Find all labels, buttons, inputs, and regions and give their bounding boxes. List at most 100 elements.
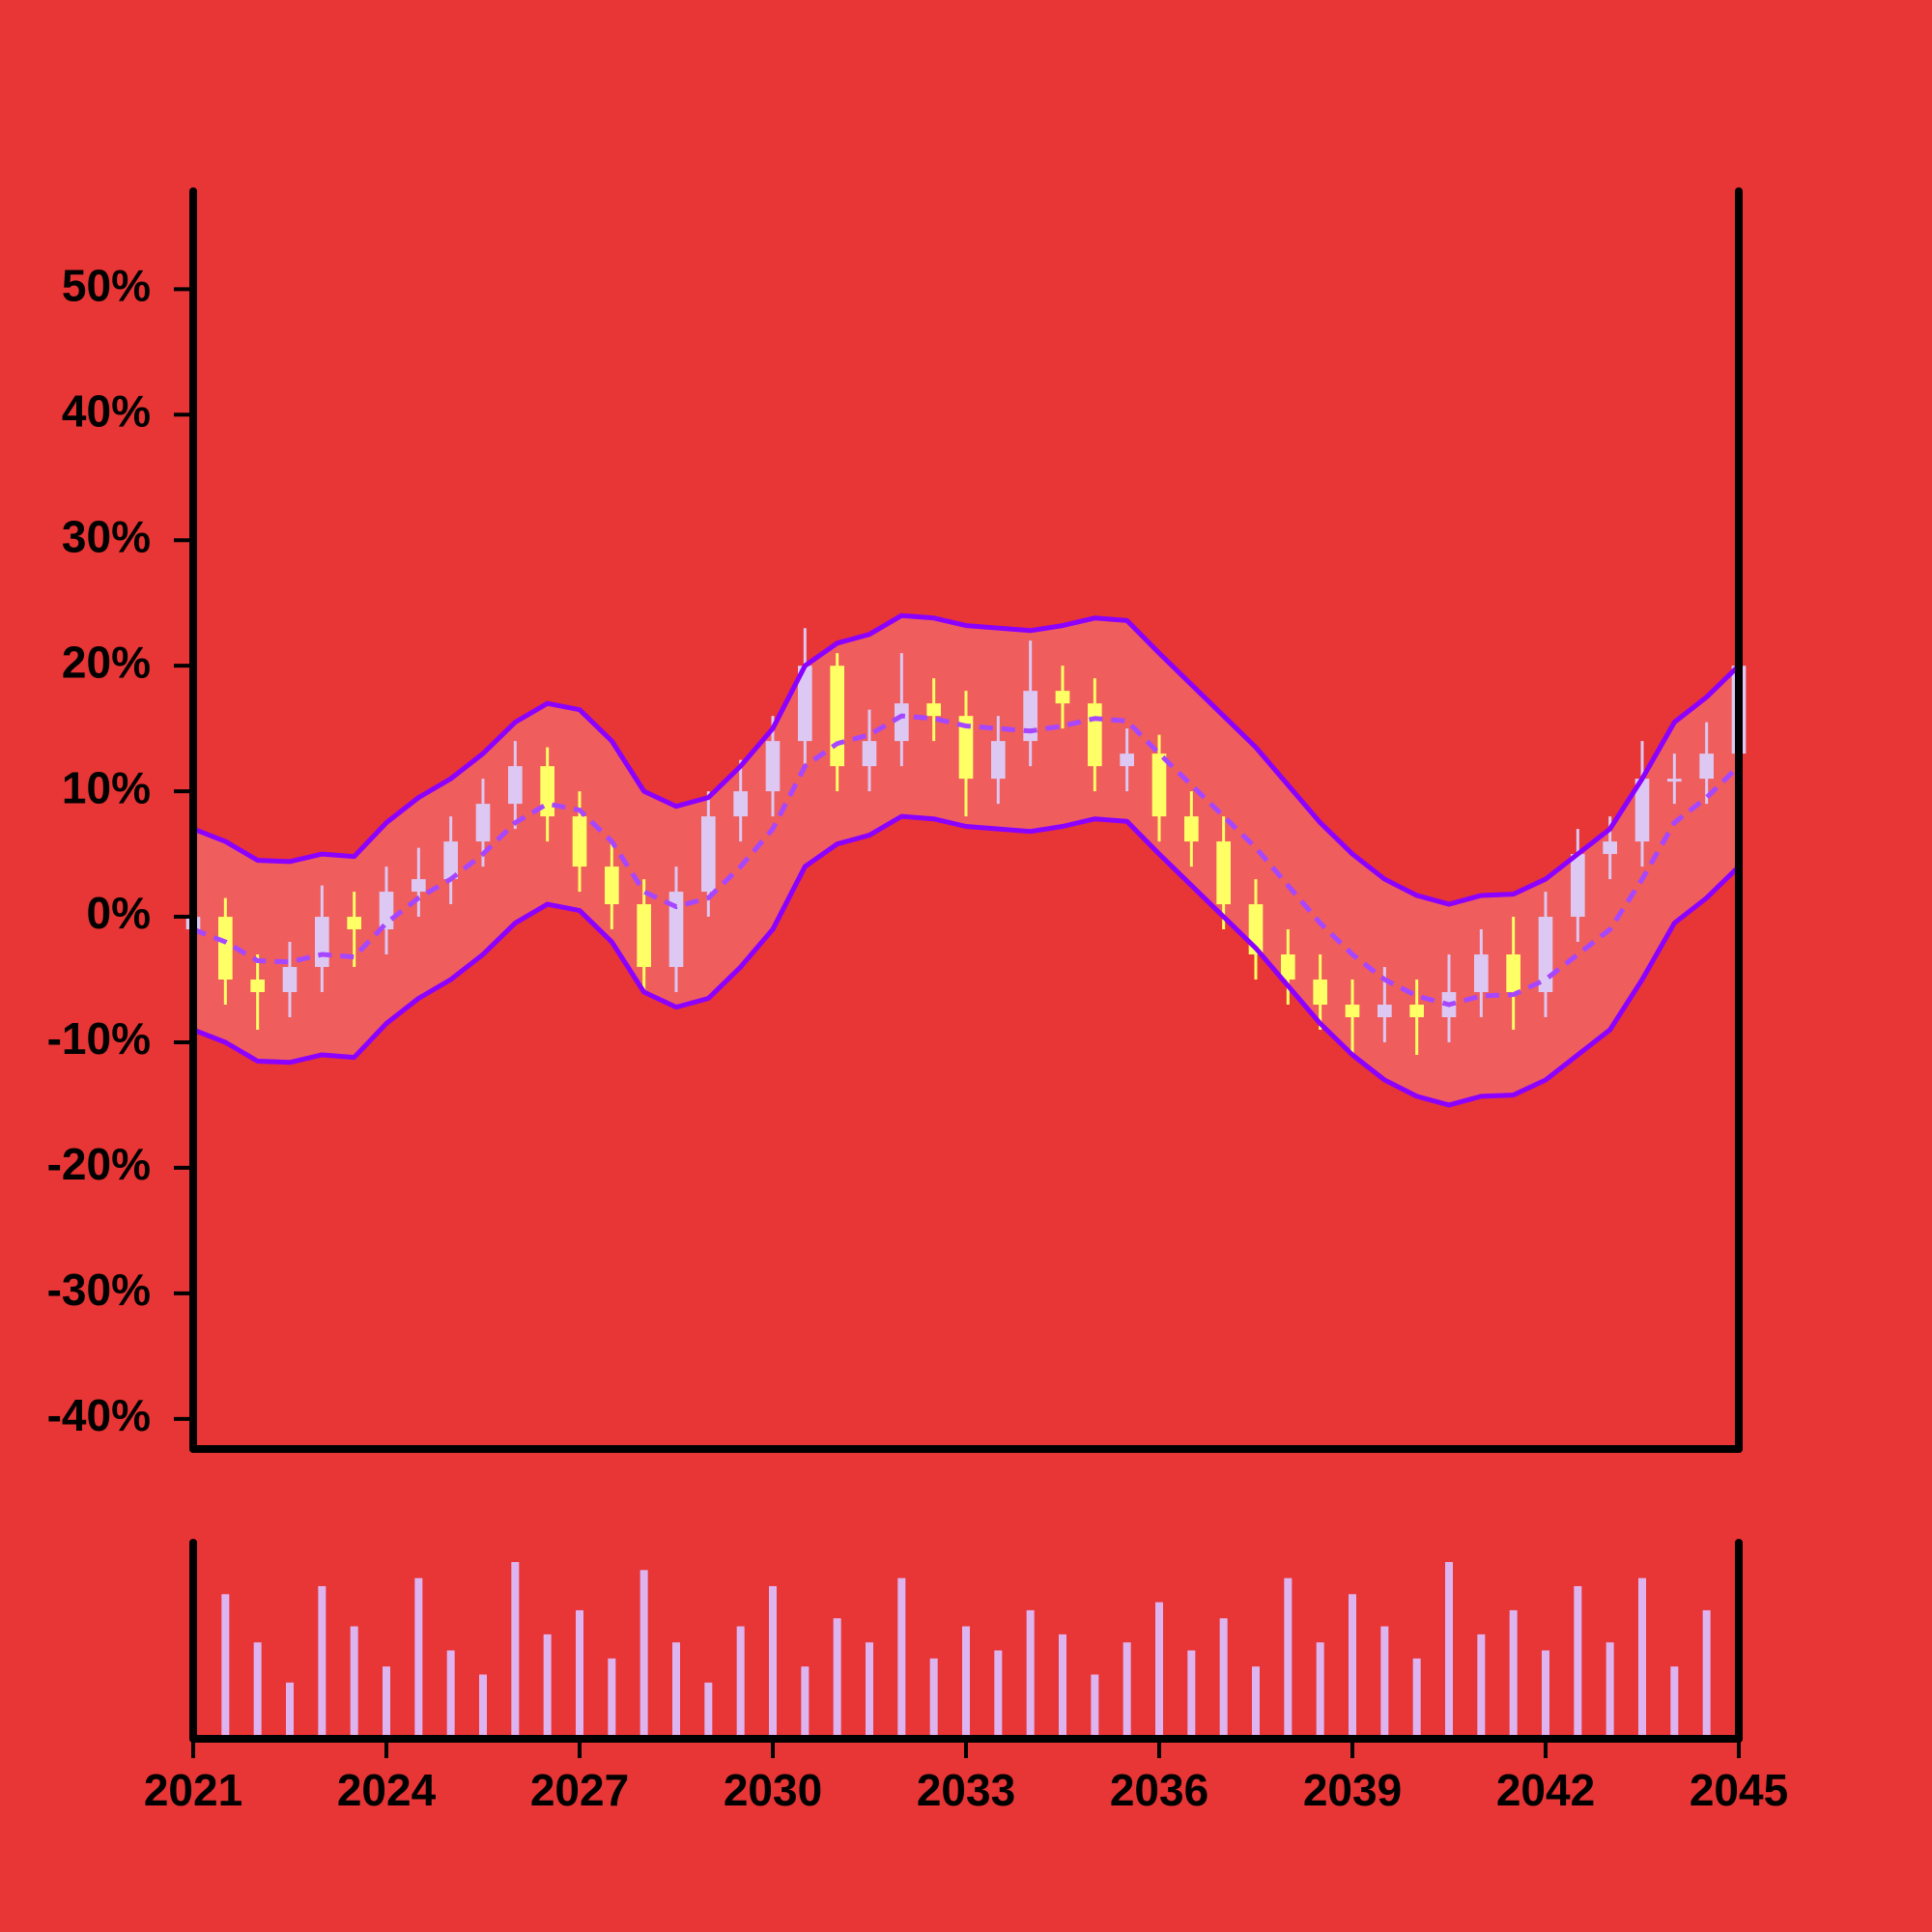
- candle-body: [1151, 753, 1167, 817]
- volume-bar: [221, 1594, 230, 1739]
- volume-bar: [672, 1642, 680, 1739]
- volume-bar: [639, 1570, 648, 1739]
- candle-body: [798, 666, 812, 742]
- candle-body: [1281, 954, 1295, 980]
- volume-bar: [1445, 1562, 1453, 1739]
- volume-bar: [833, 1618, 841, 1739]
- volume-bar: [704, 1682, 713, 1739]
- candle-body: [1667, 779, 1682, 782]
- volume-bar: [1380, 1626, 1389, 1739]
- upper-band: [192, 612, 1741, 907]
- candle-body: [1216, 841, 1231, 905]
- candle-body: [572, 816, 587, 867]
- volume-bar: [511, 1562, 520, 1739]
- candle-body: [379, 892, 394, 930]
- x-tick-label: 2042: [1496, 1765, 1595, 1815]
- volume-bar: [801, 1666, 810, 1739]
- candle-body: [1506, 954, 1520, 993]
- candle-body: [765, 741, 781, 792]
- volume-bar: [1059, 1634, 1066, 1739]
- volume-bar: [1638, 1577, 1646, 1739]
- candle-body: [668, 892, 684, 968]
- candle-body: [1055, 691, 1070, 704]
- volume-bar: [929, 1658, 938, 1739]
- volume-bar: [994, 1650, 1003, 1739]
- volume-bar: [1542, 1650, 1549, 1739]
- volume-bar: [1155, 1602, 1163, 1739]
- candle-body: [347, 917, 361, 930]
- x-tick-label: 2039: [1303, 1765, 1402, 1815]
- y-tick-label: 20%: [62, 637, 151, 687]
- candle-body: [733, 791, 748, 817]
- y-tick-label: -10%: [47, 1013, 151, 1064]
- y-tick-label: 50%: [62, 261, 151, 311]
- volume-bar: [1477, 1634, 1486, 1739]
- candle-body: [1023, 691, 1037, 742]
- candle-body: [315, 917, 329, 968]
- volume-bar: [1509, 1609, 1518, 1739]
- y-tick-label: -40%: [47, 1390, 151, 1440]
- volume-bar: [1122, 1642, 1131, 1739]
- volume-bar: [286, 1682, 294, 1739]
- volume-bar: [253, 1642, 262, 1739]
- candle-body: [1313, 980, 1327, 1006]
- candle-body: [1571, 854, 1585, 918]
- candle-body: [282, 967, 298, 993]
- volume-bar: [1316, 1642, 1324, 1739]
- volume-bar: [736, 1626, 745, 1739]
- candle-body: [1120, 753, 1134, 767]
- candle-body: [862, 741, 877, 767]
- band-area: [193, 615, 1739, 1105]
- volume-bar: [1702, 1609, 1711, 1739]
- volume-bar: [1605, 1642, 1614, 1739]
- volume-bar: [383, 1666, 390, 1739]
- candle-body: [412, 879, 426, 893]
- volume-bar: [769, 1585, 777, 1739]
- candle-body: [218, 917, 233, 980]
- lower-band: [192, 813, 1741, 1108]
- x-tick-label: 2021: [144, 1765, 242, 1815]
- volume-bar: [1187, 1650, 1196, 1739]
- candle-body: [1634, 779, 1650, 842]
- candle-body: [540, 766, 554, 817]
- volume-bar: [350, 1626, 358, 1739]
- candle-body: [1378, 1005, 1392, 1018]
- middle-band: [192, 713, 1741, 1008]
- candle-body: [1538, 917, 1553, 993]
- candle-body: [605, 867, 619, 905]
- volume-bar: [446, 1650, 455, 1739]
- candle-body: [637, 904, 651, 968]
- y-tick-label: 10%: [62, 762, 151, 812]
- candle-body: [250, 980, 265, 993]
- volume-bar: [1349, 1594, 1356, 1739]
- candle-body: [991, 741, 1006, 780]
- x-tick-label: 2027: [530, 1765, 629, 1815]
- candle-body: [1409, 1005, 1424, 1018]
- candle-body: [1088, 703, 1102, 767]
- volume-bar: [897, 1577, 906, 1739]
- candle-body: [926, 703, 941, 717]
- candle-body: [508, 766, 523, 805]
- volume-bar: [1026, 1609, 1035, 1739]
- x-tick-label: 2033: [917, 1765, 1015, 1815]
- x-tick-label: 2036: [1110, 1765, 1208, 1815]
- candle-body: [475, 804, 491, 842]
- volume-bar: [1252, 1666, 1260, 1739]
- candle-body: [958, 716, 974, 780]
- candle-body: [830, 666, 844, 767]
- volume-bar: [866, 1642, 873, 1739]
- candle-body: [443, 841, 458, 880]
- y-tick-label: -20%: [47, 1139, 151, 1189]
- volume-bar: [479, 1674, 487, 1739]
- y-tick-label: -30%: [47, 1264, 151, 1315]
- volume-bar: [1670, 1666, 1679, 1739]
- volume-bar: [318, 1585, 327, 1739]
- volume-bar: [1219, 1618, 1228, 1739]
- x-tick-label: 2045: [1690, 1765, 1788, 1815]
- candle-body: [1345, 1005, 1360, 1018]
- candle-body: [701, 816, 716, 893]
- volume-bar: [1574, 1585, 1582, 1739]
- candle-body: [1474, 954, 1489, 993]
